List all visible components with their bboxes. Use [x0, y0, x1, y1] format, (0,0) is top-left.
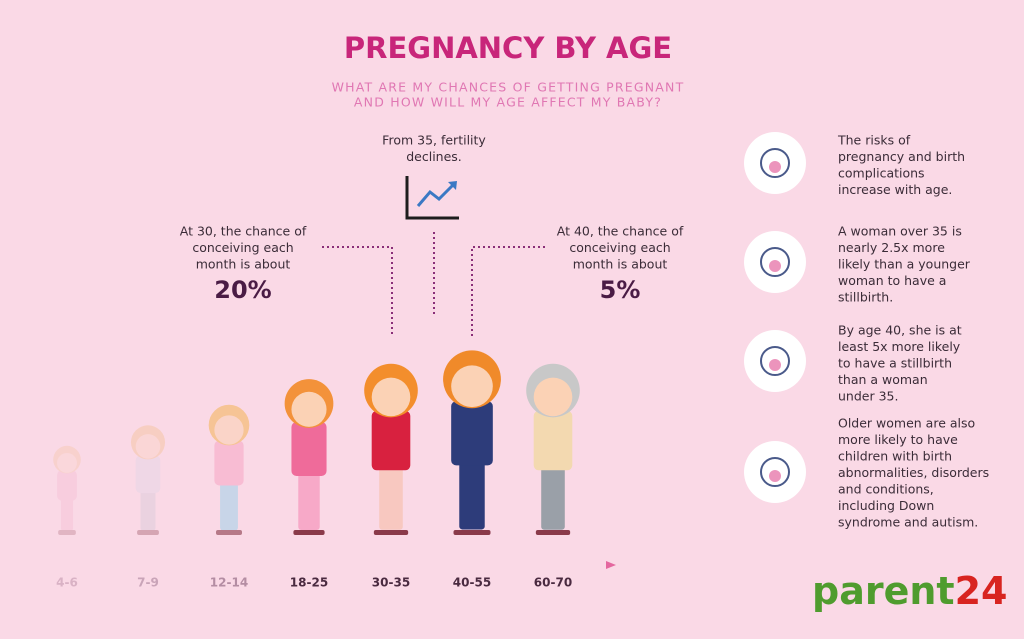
risk-icon-detail [760, 457, 790, 487]
figure-face [214, 415, 244, 445]
risk-text: more likely to have [838, 432, 958, 447]
risk-text: woman to have a [838, 273, 946, 288]
age-label: 40-55 [453, 576, 491, 590]
risk-text: least 5x more likely [838, 339, 961, 354]
age-label: 12-14 [210, 576, 248, 590]
person-figure [364, 363, 418, 535]
figure-shoe [293, 530, 325, 535]
risk-text: including Down [838, 498, 934, 513]
risk-text: likely than a younger [838, 257, 971, 272]
callout-figure: 20% [214, 276, 271, 304]
risk-icon-accent [769, 359, 781, 371]
figure-legs [459, 452, 485, 530]
axis-arrow [606, 561, 616, 569]
figure-face [451, 365, 493, 408]
risk-icon-detail [760, 148, 790, 178]
brand-logo: parent24 [812, 569, 1007, 613]
risk-text: nearly 2.5x more [838, 240, 945, 255]
figure-legs [220, 476, 238, 531]
risk-icon-accent [769, 161, 781, 173]
figure-face [135, 434, 161, 459]
figure-shoe [535, 530, 571, 535]
risk-text: stillbirth. [838, 290, 893, 305]
trend-icon [405, 176, 459, 220]
figure-shoe [373, 530, 409, 535]
person-figure [284, 379, 334, 535]
figure-face [533, 377, 573, 417]
risk-text: A woman over 35 is [838, 224, 962, 239]
callout-text: declines. [406, 149, 462, 164]
figure-body [135, 455, 161, 494]
risk-text: complications [838, 166, 925, 181]
brand-name: parent [812, 569, 955, 613]
figure-legs [541, 458, 565, 530]
risk-icon-detail [760, 247, 790, 277]
figure-body [371, 410, 411, 471]
age-label: 4-6 [56, 576, 78, 590]
risk-text: Older women are also [838, 416, 975, 431]
figure-body [57, 470, 77, 501]
age-label: 60-70 [534, 576, 572, 590]
figure-legs [140, 485, 156, 531]
age-label: 18-25 [290, 576, 328, 590]
risk-text: increase with age. [838, 182, 952, 197]
person-figure [443, 350, 501, 535]
figure-face [371, 377, 411, 417]
figure-hair [130, 425, 166, 460]
figure-shoe [58, 530, 76, 535]
risk-text: syndrome and autism. [838, 515, 978, 530]
age-label: 7-9 [137, 576, 159, 590]
callout-text: From 35, fertility [382, 133, 486, 148]
title: PREGNANCY BY AGE [344, 31, 672, 65]
figure-body [291, 422, 327, 476]
risk-icon-accent [769, 470, 781, 482]
connector [322, 246, 393, 336]
risk-icon-detail [760, 346, 790, 376]
figure-face [291, 391, 327, 427]
person-figure [208, 404, 250, 535]
callout-text: month is about [573, 257, 668, 272]
figure-body [533, 410, 573, 471]
age-label: 30-35 [372, 576, 410, 590]
figure-body [451, 401, 493, 466]
person-figure [53, 445, 81, 535]
figure-legs [60, 494, 74, 532]
callout-text: At 40, the chance of [557, 224, 684, 239]
callout-text: conceiving each [192, 240, 293, 255]
figure-face [57, 452, 77, 473]
figure-shoe [216, 530, 242, 535]
risk-text: under 35. [838, 389, 898, 404]
callout-figure: 5% [600, 276, 641, 304]
risk-text: than a woman [838, 372, 928, 387]
risk-text: abnormalities, disorders [838, 465, 989, 480]
figure-legs [298, 465, 320, 530]
subtitle: AND HOW WILL MY AGE AFFECT MY BABY? [354, 95, 662, 110]
figure-hair [53, 445, 81, 474]
risk-text: children with birth [838, 449, 952, 464]
risk-text: The risks of [837, 133, 911, 148]
person-figure [130, 425, 166, 535]
figure-legs [379, 458, 403, 530]
brand-number: 24 [955, 569, 1008, 613]
risk-text: and conditions, [838, 482, 934, 497]
subtitle: WHAT ARE MY CHANCES OF GETTING PREGNANT [332, 80, 685, 95]
risk-text: By age 40, she is at [838, 323, 962, 338]
callout-text: conceiving each [569, 240, 670, 255]
callout-text: At 30, the chance of [180, 224, 307, 239]
figure-body [214, 440, 244, 486]
figure-shoe [453, 530, 491, 535]
risk-icons [744, 132, 806, 503]
risk-text: pregnancy and birth [838, 149, 965, 164]
figure-shoe [137, 530, 159, 535]
callout-text: month is about [196, 257, 291, 272]
risk-icon-accent [769, 260, 781, 272]
person-figure [526, 363, 580, 535]
risk-text: to have a stillbirth [838, 356, 952, 371]
